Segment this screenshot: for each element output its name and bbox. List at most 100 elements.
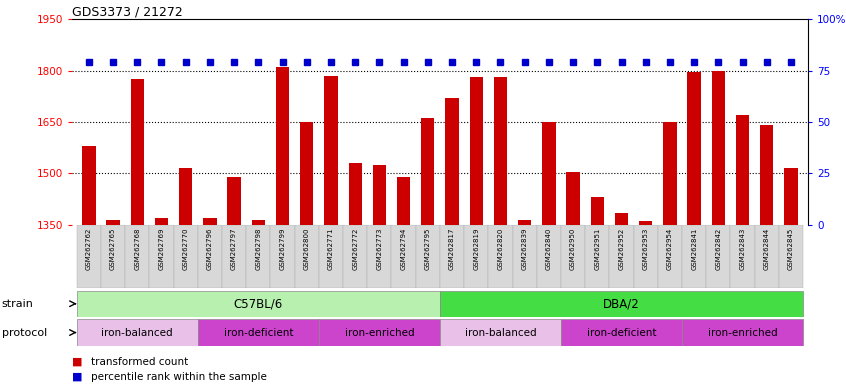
Bar xyxy=(294,225,319,288)
Bar xyxy=(367,225,392,288)
Text: DBA/2: DBA/2 xyxy=(603,297,640,310)
Bar xyxy=(373,165,386,225)
Bar xyxy=(392,225,415,288)
Bar xyxy=(688,72,700,225)
Bar xyxy=(513,225,536,288)
Bar xyxy=(470,78,483,225)
Bar xyxy=(494,78,507,225)
Bar xyxy=(343,225,367,288)
Text: GSM262772: GSM262772 xyxy=(352,228,358,270)
Bar xyxy=(634,225,658,288)
Bar xyxy=(276,67,289,225)
Text: GSM262843: GSM262843 xyxy=(739,228,745,270)
Text: ■: ■ xyxy=(72,357,82,367)
Bar xyxy=(222,225,246,288)
Bar xyxy=(609,225,634,288)
Bar xyxy=(397,177,410,225)
Bar xyxy=(155,218,168,225)
Bar xyxy=(561,225,585,288)
Bar xyxy=(251,220,265,225)
Text: GDS3373 / 21272: GDS3373 / 21272 xyxy=(72,5,183,18)
Bar xyxy=(706,225,730,288)
Text: ■: ■ xyxy=(72,372,82,382)
Text: iron-deficient: iron-deficient xyxy=(587,328,656,338)
Text: GSM262817: GSM262817 xyxy=(449,228,455,270)
Bar xyxy=(585,225,609,288)
Text: percentile rank within the sample: percentile rank within the sample xyxy=(91,372,266,382)
Text: iron-balanced: iron-balanced xyxy=(464,328,536,338)
Bar xyxy=(130,79,144,225)
Bar xyxy=(101,225,125,288)
Text: GSM262839: GSM262839 xyxy=(522,228,528,270)
Text: strain: strain xyxy=(2,299,34,309)
Text: GSM262840: GSM262840 xyxy=(546,228,552,270)
Text: GSM262796: GSM262796 xyxy=(207,228,213,270)
Bar xyxy=(271,225,294,288)
Bar xyxy=(77,291,440,317)
Text: iron-deficient: iron-deficient xyxy=(223,328,293,338)
Bar xyxy=(682,319,803,346)
Text: iron-balanced: iron-balanced xyxy=(102,328,173,338)
Bar xyxy=(198,319,319,346)
Text: iron-enriched: iron-enriched xyxy=(344,328,415,338)
Bar xyxy=(107,220,120,225)
Text: GSM262773: GSM262773 xyxy=(376,228,382,270)
Bar xyxy=(464,225,488,288)
Bar xyxy=(639,221,652,225)
Text: GSM262845: GSM262845 xyxy=(788,228,794,270)
Text: protocol: protocol xyxy=(2,328,47,338)
Bar xyxy=(755,225,779,288)
Bar xyxy=(77,319,198,346)
Text: GSM262819: GSM262819 xyxy=(473,228,479,270)
Bar xyxy=(682,225,706,288)
Text: GSM262795: GSM262795 xyxy=(425,228,431,270)
Text: GSM262768: GSM262768 xyxy=(135,228,140,270)
Bar xyxy=(591,197,604,225)
Text: transformed count: transformed count xyxy=(91,357,188,367)
Bar xyxy=(760,125,773,225)
Bar xyxy=(658,225,682,288)
Bar xyxy=(319,225,343,288)
Text: GSM262794: GSM262794 xyxy=(401,228,407,270)
Text: GSM262798: GSM262798 xyxy=(255,228,261,270)
Text: C57BL/6: C57BL/6 xyxy=(233,297,283,310)
Bar xyxy=(561,319,682,346)
Bar xyxy=(784,168,798,225)
Bar xyxy=(150,225,173,288)
Bar xyxy=(615,213,629,225)
Bar xyxy=(536,225,561,288)
Bar xyxy=(440,291,803,317)
Bar xyxy=(730,225,755,288)
Bar xyxy=(349,163,362,225)
Bar xyxy=(324,76,338,225)
Text: GSM262820: GSM262820 xyxy=(497,228,503,270)
Bar xyxy=(567,172,580,225)
Text: GSM262954: GSM262954 xyxy=(667,228,673,270)
Text: GSM262797: GSM262797 xyxy=(231,228,237,270)
Text: GSM262950: GSM262950 xyxy=(570,228,576,270)
Text: GSM262844: GSM262844 xyxy=(764,228,770,270)
Bar xyxy=(319,319,440,346)
Bar xyxy=(542,122,556,225)
Text: GSM262953: GSM262953 xyxy=(643,228,649,270)
Bar xyxy=(488,225,513,288)
Bar xyxy=(77,225,101,288)
Bar xyxy=(173,225,198,288)
Bar xyxy=(445,98,459,225)
Bar xyxy=(203,218,217,225)
Text: GSM262762: GSM262762 xyxy=(85,228,92,270)
Text: GSM262842: GSM262842 xyxy=(716,228,722,270)
Bar xyxy=(300,122,313,225)
Bar xyxy=(736,115,750,225)
Text: GSM262841: GSM262841 xyxy=(691,228,697,270)
Text: GSM262770: GSM262770 xyxy=(183,228,189,270)
Text: iron-enriched: iron-enriched xyxy=(708,328,777,338)
Text: GSM262800: GSM262800 xyxy=(304,228,310,270)
Text: GSM262771: GSM262771 xyxy=(328,228,334,270)
Bar xyxy=(440,225,464,288)
Bar xyxy=(663,122,677,225)
Bar xyxy=(125,225,150,288)
Bar xyxy=(415,225,440,288)
Text: GSM262799: GSM262799 xyxy=(279,228,286,270)
Text: GSM262765: GSM262765 xyxy=(110,228,116,270)
